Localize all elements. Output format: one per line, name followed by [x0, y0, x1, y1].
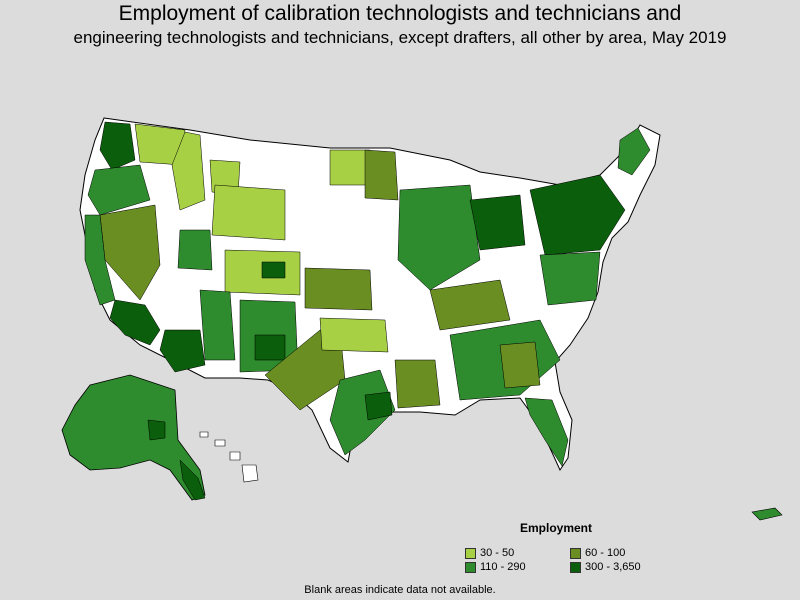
region-mid-atlantic [539, 251, 601, 306]
puerto-rico [751, 507, 783, 521]
region-wa-west [99, 121, 136, 171]
region-ohio-valley [429, 279, 511, 331]
legend-swatch [570, 561, 581, 573]
region-ok [319, 317, 389, 353]
alaska [61, 374, 206, 501]
legend-label: 300 - 3,650 [585, 561, 641, 573]
region-tx-east [329, 369, 396, 456]
legend-swatch [465, 561, 476, 573]
legend-title: Employment [520, 521, 593, 535]
region-or [87, 164, 151, 216]
legend-swatch [465, 547, 476, 559]
legend-label: 60 - 100 [585, 547, 626, 559]
region-wy [211, 184, 286, 241]
alaska-panhandle [179, 459, 206, 501]
map-regions [84, 121, 651, 467]
region-midwest [397, 184, 481, 291]
legend-label: 30 - 50 [480, 547, 515, 559]
region-fl [524, 397, 569, 467]
legend-label: 110 - 290 [480, 561, 526, 573]
page-subtitle: engineering technologists and technician… [73, 28, 727, 47]
legend-item-30-50: 30 - 50 [465, 547, 514, 559]
legend-item-60-100: 60 - 100 [570, 547, 625, 559]
region-nm-center [254, 334, 286, 361]
region-mn [364, 149, 399, 201]
region-northeast [529, 174, 626, 256]
region-ks [304, 267, 373, 311]
region-maine [617, 127, 651, 176]
region-great-lakes [469, 194, 526, 251]
region-az-north [199, 289, 236, 361]
page-title: Employment of calibration technologists … [118, 2, 682, 25]
footnote: Blank areas indicate data not available. [304, 584, 496, 596]
region-ga [499, 341, 541, 389]
legend-swatch [570, 547, 581, 559]
region-ca-south [109, 299, 161, 346]
region-co-denver [261, 261, 286, 279]
region-tx-houston [364, 391, 393, 421]
region-id [171, 131, 206, 211]
legend-item-110-290: 110 - 290 [465, 561, 526, 573]
hawaii [199, 431, 259, 483]
region-la [394, 359, 441, 409]
legend-item-300-3650: 300 - 3,650 [570, 561, 641, 573]
region-ut [177, 229, 213, 271]
alaska-anchorage [147, 419, 166, 441]
region-az [159, 329, 206, 373]
